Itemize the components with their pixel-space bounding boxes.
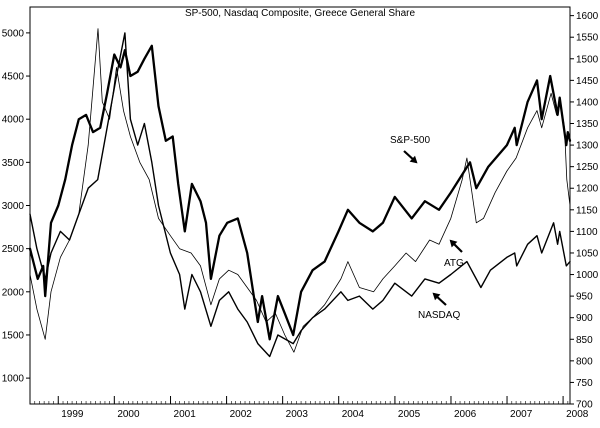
series-line-2: [29, 32, 571, 358]
x-tick-label: 2005: [398, 409, 421, 420]
right-tick-label: 1250: [576, 162, 599, 173]
right-tick-label: 1500: [576, 54, 599, 65]
right-tick-label: 1550: [576, 33, 599, 44]
right-tick-label: 750: [576, 378, 593, 389]
right-tick-label: 1600: [576, 11, 599, 22]
right-tick-label: 1400: [576, 97, 599, 108]
right-tick-label: 1300: [576, 141, 599, 152]
x-tick-label: 2000: [117, 409, 140, 420]
right-tick-label: 1150: [576, 205, 598, 216]
left-tick-label: 4000: [2, 115, 25, 126]
x-tick-label: 2008: [566, 409, 589, 420]
chart-title: SP-500, Nasdaq Composite, Greece General…: [185, 8, 416, 19]
left-tick-label: 4500: [2, 72, 25, 83]
series-line-0: [28, 44, 572, 341]
x-tick-label: 2003: [286, 409, 309, 420]
x-tick-label: 2002: [230, 409, 253, 420]
annotation-arrow-head-2: [432, 292, 441, 301]
left-tick-label: 3500: [2, 158, 25, 169]
x-tick-label: 2007: [510, 409, 533, 420]
left-tick-label: 3000: [2, 201, 25, 212]
right-tick-label: 800: [576, 356, 593, 367]
right-tick-label: 1350: [576, 119, 599, 130]
right-tick-label: 1450: [576, 76, 599, 87]
x-tick-label: 2001: [174, 409, 197, 420]
right-tick-label: 850: [576, 335, 593, 346]
right-axis: 700 750 800 850 900 950 1000 1050 1100 1150 1200 12…: [570, 11, 599, 411]
left-tick-label: 5000: [2, 28, 25, 39]
right-tick-label: 1000: [576, 270, 599, 281]
x-tick-label: 2006: [454, 409, 477, 420]
right-tick-label: 900: [576, 313, 593, 324]
annotation-label-2: NASDAQ: [418, 310, 460, 321]
right-tick-label: 1200: [576, 184, 599, 195]
right-tick-label: 1100: [576, 227, 598, 238]
x-tick-label: 1999: [61, 409, 84, 420]
left-tick-label: 1500: [2, 330, 25, 341]
annotation-label-1: ATG: [444, 258, 464, 269]
series-line-1: [29, 28, 571, 353]
left-tick-label: 2500: [2, 244, 25, 255]
annotation-arrow-head-0: [409, 155, 418, 164]
right-tick-label: 1050: [576, 248, 599, 259]
annotation-label-0: S&P-500: [390, 135, 430, 146]
x-tick-label: 2004: [342, 409, 365, 420]
right-tick-label: 700: [576, 400, 593, 411]
left-axis: 1000 1500 2000 2500 3000 3500 4000 4500 5000: [2, 28, 30, 385]
right-tick-label: 950: [576, 292, 593, 303]
x-axis: 1999 2000 2001 2002 2003 2004 2005 2006 2007 2008: [34, 396, 589, 420]
left-tick-label: 1000: [2, 374, 25, 385]
annotation-arrow-head-1: [449, 239, 458, 248]
series-layer: [28, 28, 572, 358]
annotation-layer: S&P-500 ATG NASDAQ: [390, 135, 464, 321]
left-tick-label: 2000: [2, 287, 25, 298]
